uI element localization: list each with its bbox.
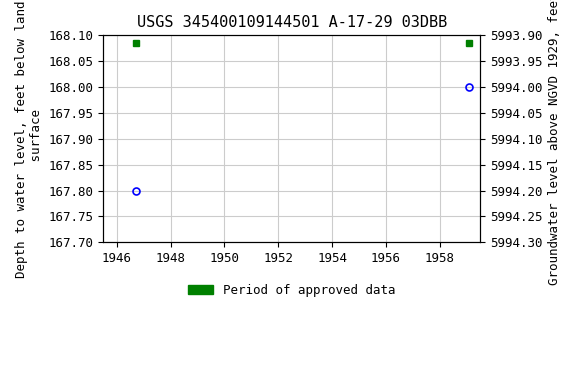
Y-axis label: Depth to water level, feet below land
 surface: Depth to water level, feet below land su… [15,0,43,278]
Title: USGS 345400109144501 A-17-29 03DBB: USGS 345400109144501 A-17-29 03DBB [137,15,447,30]
Legend: Period of approved data: Period of approved data [183,279,400,302]
Y-axis label: Groundwater level above NGVD 1929, feet: Groundwater level above NGVD 1929, feet [548,0,561,285]
